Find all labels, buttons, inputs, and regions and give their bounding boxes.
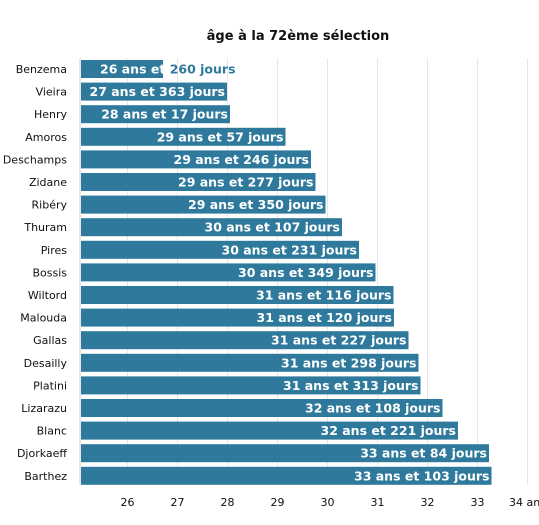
x-tick-label: 32 xyxy=(421,496,435,509)
bar-value-label: 29 ans et 246 jours xyxy=(174,152,310,167)
bar xyxy=(81,444,489,463)
bar-value-label: 33 ans et 103 jours xyxy=(354,468,490,483)
x-tick-label: 26 xyxy=(121,496,135,509)
x-tick-label: 30 xyxy=(321,496,335,509)
x-tick-label: 31 xyxy=(371,496,385,509)
category-labels: Benzema Vieira Henry Amoros Deschamps Zidane R… xyxy=(3,63,68,483)
bar-value-label: 32 ans et 108 jours xyxy=(305,401,441,416)
category-label: Malouda xyxy=(20,312,67,325)
bar-value-label: 29 ans et 350 jours xyxy=(188,197,324,212)
category-label: Thuram xyxy=(23,221,67,234)
x-tick-label: 27 xyxy=(171,496,185,509)
bar-value-label: 30 ans et 107 jours xyxy=(205,220,341,235)
bar xyxy=(81,195,326,214)
bar xyxy=(81,173,316,191)
bar xyxy=(81,353,419,372)
category-label: Wiltord xyxy=(28,289,67,302)
category-label: Lizarazu xyxy=(21,402,67,415)
category-label: Djorkaeff xyxy=(17,447,67,460)
bar-value-label: 31 ans et 116 jours xyxy=(256,288,392,303)
x-tick-label: 28 xyxy=(221,496,235,509)
bar-value-label: 29 ans et 57 jours xyxy=(157,129,284,144)
category-label: Benzema xyxy=(16,63,67,76)
category-label: Ribéry xyxy=(32,199,68,212)
bar-value-label: 32 ans et 221 jours xyxy=(321,423,457,438)
bar xyxy=(81,240,359,259)
chart-title: âge à la 72ème sélection xyxy=(207,29,390,44)
bar xyxy=(81,127,286,146)
bar-value-label: 33 ans et 84 jours xyxy=(360,446,487,461)
category-label: Platini xyxy=(33,379,67,392)
category-label: Vieira xyxy=(36,86,67,99)
x-tick-label: 33 xyxy=(471,496,485,509)
category-label: Gallas xyxy=(33,334,67,347)
bar xyxy=(81,466,492,485)
bar xyxy=(81,286,394,304)
category-label: Amoros xyxy=(25,131,67,144)
bar-value-label: 31 ans et 227 jours xyxy=(271,333,407,348)
bar-value-label: 31 ans et 298 jours xyxy=(281,355,417,370)
bar xyxy=(81,376,421,395)
category-label: Zidane xyxy=(29,176,67,189)
bar-value-label: 27 ans et 363 jours xyxy=(90,84,226,99)
bar-value-label: 30 ans et 349 jours xyxy=(238,265,374,280)
bar-value-label: 29 ans et 277 jours xyxy=(178,175,314,190)
category-label: Barthez xyxy=(24,470,67,483)
bar-value-label: 28 ans et 17 jours xyxy=(101,107,228,122)
bar xyxy=(81,331,409,350)
bar xyxy=(81,421,458,440)
bar-value-label: 31 ans et 120 jours xyxy=(257,310,393,325)
bar xyxy=(81,399,443,417)
category-label: Desailly xyxy=(24,357,68,370)
category-label: Blanc xyxy=(37,425,67,438)
bar xyxy=(81,308,394,327)
bar xyxy=(81,82,227,101)
bars: 26 ans et 260 jours 27 ans et 363 jours 28… xyxy=(81,60,492,485)
category-label: Henry xyxy=(34,108,68,121)
bar xyxy=(81,105,230,124)
x-tick-label: 34 ans xyxy=(509,496,539,509)
bar xyxy=(81,60,163,78)
category-label: Bossis xyxy=(32,266,67,279)
bar xyxy=(81,150,311,169)
x-tick-label: 29 xyxy=(271,496,285,509)
category-label: Pires xyxy=(41,244,67,257)
bar xyxy=(81,218,342,237)
bar xyxy=(81,263,376,282)
bar-value-label: 26 ans et 260 jours xyxy=(100,62,236,77)
bar-value-label: 30 ans et 231 jours xyxy=(222,242,358,257)
bar-value-label: 31 ans et 313 jours xyxy=(283,378,419,393)
category-label: Deschamps xyxy=(3,153,67,166)
x-ticks: 26 27 28 29 30 31 32 33 34 ans xyxy=(121,496,539,509)
